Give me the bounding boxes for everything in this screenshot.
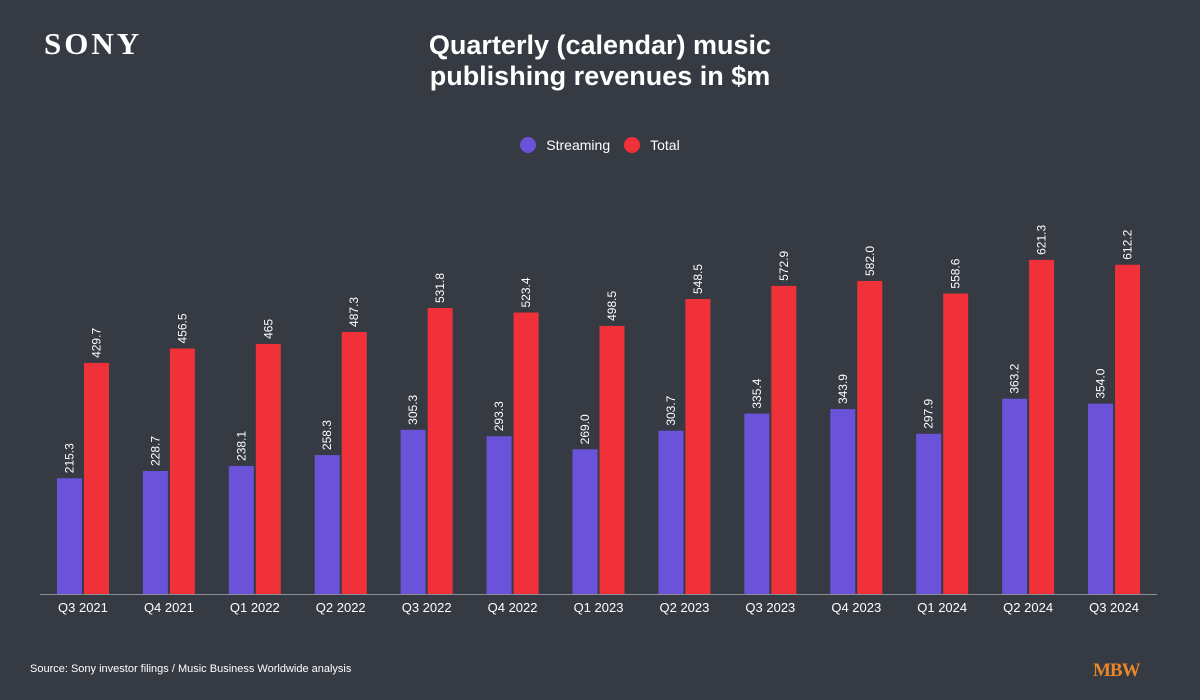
legend-item-total[interactable]: Total [624,137,680,153]
data-label-total-8: 572.9 [777,251,791,281]
bar-total-7 [685,299,711,594]
data-label-total-7: 548.5 [691,264,705,294]
data-label-total-5: 523.4 [519,277,533,307]
legend-label-total: Total [650,137,680,153]
data-label-total-12: 612.2 [1121,229,1135,259]
bar-total-4 [427,307,453,594]
x-tick-label-4: Q3 2022 [402,600,452,615]
data-label-streaming-12: 354.0 [1094,368,1108,398]
x-tick-label-9: Q4 2023 [831,600,881,615]
chart-title: Quarterly (calendar) music publishing re… [350,30,850,92]
chart-legend: Streaming Total [0,137,1200,153]
bar-streaming-8 [744,413,770,594]
bar-streaming-4 [400,429,426,594]
data-label-total-11: 621.3 [1035,225,1049,255]
legend-dot-streaming-icon [520,137,537,153]
data-label-streaming-10: 297.9 [922,398,936,428]
data-label-streaming-4: 305.3 [406,394,420,424]
legend-label-streaming: Streaming [546,137,611,153]
bar-total-2 [255,343,281,594]
mbw-logo: MBW [1093,660,1141,681]
data-label-streaming-1: 228.7 [148,436,162,466]
bar-streaming-0 [56,478,82,594]
x-tick-label-11: Q2 2024 [1003,600,1053,615]
data-label-streaming-3: 258.3 [320,420,334,450]
x-tick-label-7: Q2 2023 [659,600,709,615]
source-note: Source: Sony investor filings / Music Bu… [30,663,352,675]
bar-total-5 [513,312,539,594]
bar-streaming-5 [486,436,512,594]
data-label-streaming-11: 363.2 [1008,363,1022,393]
bar-total-9 [857,281,883,594]
data-label-total-10: 558.6 [949,258,963,288]
x-tick-label-3: Q2 2022 [316,600,366,615]
data-label-streaming-6: 269.0 [578,414,592,444]
bar-total-12 [1115,264,1141,594]
data-label-streaming-7: 303.7 [664,395,678,425]
bar-streaming-1 [142,471,168,594]
bar-total-8 [771,285,797,594]
bar-streaming-7 [658,430,684,594]
data-label-streaming-2: 238.1 [234,431,248,461]
chart-title-line-1: Quarterly (calendar) music [428,30,772,60]
legend-item-streaming[interactable]: Streaming [520,137,610,153]
data-label-streaming-8: 335.4 [750,378,764,408]
data-label-total-2: 465 [261,319,275,339]
data-label-total-1: 456.5 [175,313,189,343]
data-label-total-3: 487.3 [347,297,361,327]
x-tick-label-5: Q4 2022 [488,600,538,615]
legend-dot-total-icon [624,137,641,153]
x-tick-label-2: Q1 2022 [230,600,280,615]
x-tick-label-10: Q1 2024 [917,600,967,615]
bar-total-1 [169,348,195,594]
x-tick-label-1: Q4 2021 [144,600,194,615]
bar-total-11 [1029,259,1055,594]
bar-streaming-12 [1088,403,1114,594]
data-label-total-4: 531.8 [433,273,447,303]
bar-streaming-9 [830,409,856,594]
sony-logo: SONY [44,26,143,61]
bar-total-3 [341,331,367,594]
chart-title-line-2: publishing revenues in $m [429,61,771,91]
x-tick-label-0: Q3 2021 [58,600,108,615]
data-label-streaming-9: 343.9 [836,374,850,404]
data-label-streaming-5: 293.3 [492,401,506,431]
x-tick-label-8: Q3 2023 [745,600,795,615]
bar-total-10 [943,293,969,594]
x-tick-label-6: Q1 2023 [574,600,624,615]
bar-total-6 [599,325,625,594]
data-label-total-6: 498.5 [605,291,619,321]
bar-streaming-10 [916,433,942,594]
x-tick-label-12: Q3 2024 [1089,600,1139,615]
bar-streaming-11 [1002,398,1028,594]
data-label-total-9: 582.0 [863,246,877,276]
data-label-streaming-0: 215.3 [62,443,76,473]
bar-streaming-3 [314,455,340,594]
bar-streaming-6 [572,449,598,594]
bar-streaming-2 [228,465,254,594]
bar-total-0 [83,362,109,594]
data-label-total-0: 429.7 [89,328,103,358]
